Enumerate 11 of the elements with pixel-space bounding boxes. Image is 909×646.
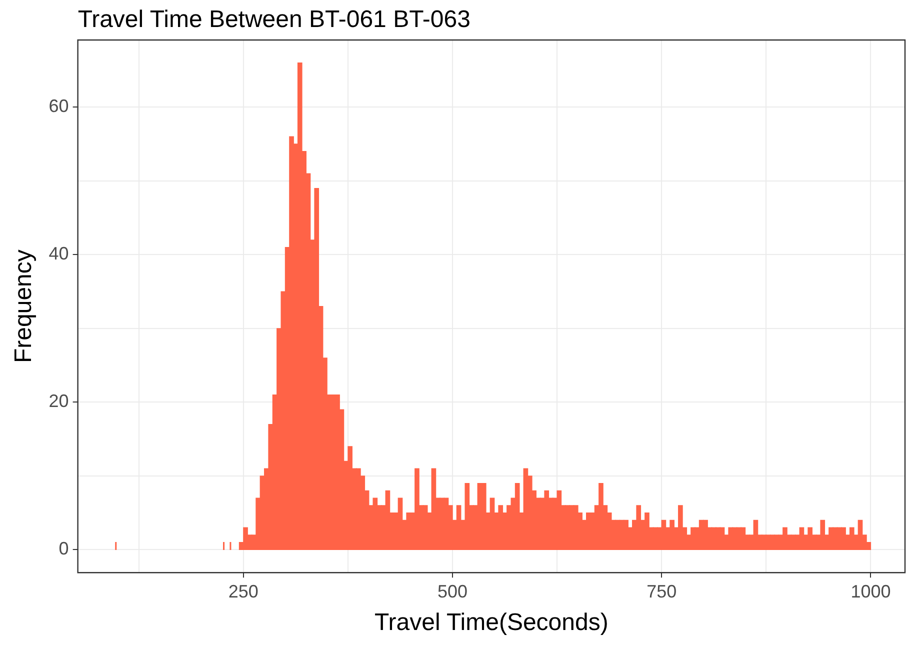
x-tick-label: 1000 [850, 581, 891, 602]
y-axis-title: Frequency [10, 250, 38, 363]
y-tick-label: 60 [48, 96, 69, 116]
y-tick-label: 0 [58, 538, 69, 559]
x-tick-label: 750 [646, 581, 677, 602]
chart-title: Travel Time Between BT-061 BT-063 [78, 6, 470, 33]
y-tick-label: 40 [48, 244, 69, 264]
x-axis-title: Travel Time(Seconds) [374, 609, 608, 636]
y-tick-label: 20 [48, 391, 69, 412]
x-tick-label: 500 [437, 581, 468, 602]
x-tick-label: 250 [228, 581, 258, 602]
